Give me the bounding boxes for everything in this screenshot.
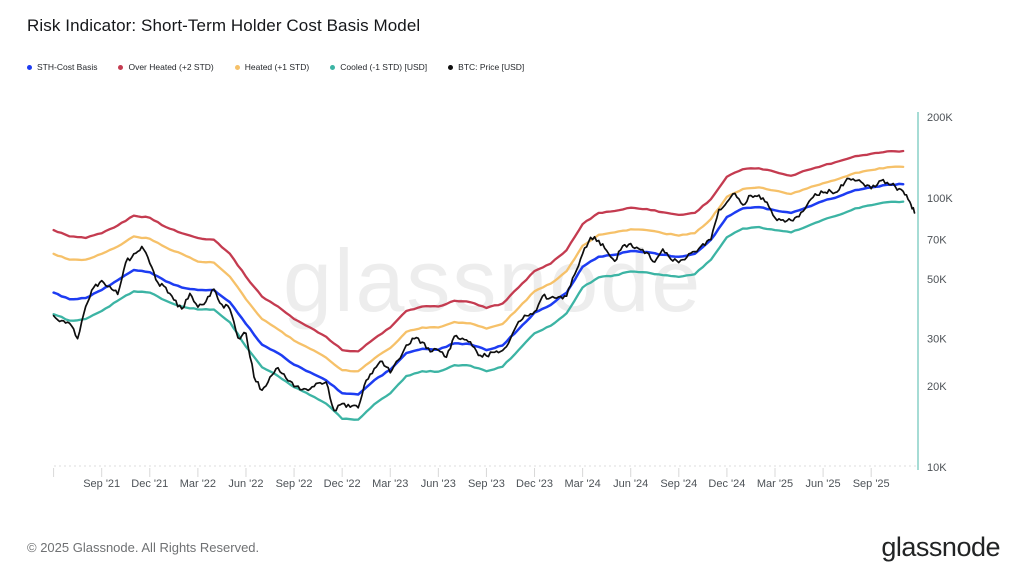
x-axis-label: Sep '21	[83, 478, 120, 490]
x-axis-label: Mar '22	[180, 478, 216, 490]
y-axis-label: 10K	[927, 462, 947, 474]
x-axis-label: Mar '23	[372, 478, 408, 490]
copyright-text: © 2025 Glassnode. All Rights Reserved.	[27, 540, 260, 555]
legend-item-heated[interactable]: Heated (+1 STD)	[234, 62, 310, 72]
legend-dot-icon	[448, 64, 454, 70]
legend-dot-icon	[330, 64, 336, 70]
x-axis-label: Sep '23	[468, 478, 505, 490]
glassnode-logo: glassnode	[881, 532, 1000, 562]
x-axis-label: Mar '24	[564, 478, 600, 490]
series-sth-cost-basis	[52, 182, 905, 396]
legend-dot-icon	[27, 64, 32, 70]
legend-item-label: STH-Cost Basis	[37, 62, 98, 72]
x-axis-label: Dec '22	[324, 478, 361, 490]
x-axis-label: Dec '21	[131, 478, 168, 490]
y-axis-label: 200K	[927, 112, 953, 124]
y-axis-label: 100K	[927, 193, 953, 205]
legend-item-label: Over Heated (+2 STD)	[128, 62, 214, 72]
series-cooled-1-std-usd	[52, 200, 905, 421]
x-axis-label: Mar '25	[757, 478, 793, 490]
y-axis-label: 30K	[927, 334, 947, 346]
x-axis-label: Dec '24	[708, 478, 745, 490]
legend-item-sth-cost-basis[interactable]: STH-Cost Basis	[27, 62, 97, 72]
y-axis-label: 50K	[927, 274, 947, 286]
series-over-heated-2-std	[52, 149, 905, 353]
y-axis-label: 70K	[927, 235, 947, 247]
legend-item-label: Heated (+1 STD)	[244, 62, 310, 72]
x-axis-label: Dec '23	[516, 478, 553, 490]
legend-item-over-heated[interactable]: Over Heated (+2 STD)	[118, 62, 214, 72]
x-axis-label: Jun '22	[228, 478, 263, 490]
y-axis-label: 20K	[927, 381, 947, 393]
x-axis-label: Jun '24	[613, 478, 648, 490]
legend-item-cooled[interactable]: Cooled (-1 STD) [USD]	[330, 62, 427, 72]
legend: STH-Cost Basis Over Heated (+2 STD) Heat…	[27, 62, 524, 72]
x-axis-label: Jun '23	[421, 478, 456, 490]
legend-dot-icon	[234, 64, 240, 70]
legend-dot-icon	[118, 64, 124, 70]
x-axis-label: Sep '22	[276, 478, 313, 490]
chart-title: Risk Indicator: Short-Term Holder Cost B…	[27, 16, 421, 35]
legend-item-label: BTC: Price [USD]	[458, 62, 525, 72]
series-btc-price-usd	[52, 177, 916, 412]
legend-item-btc-price[interactable]: BTC: Price [USD]	[448, 62, 524, 72]
x-axis-label: Sep '24	[660, 478, 697, 490]
legend-item-label: Cooled (-1 STD) [USD]	[340, 62, 428, 72]
x-axis-label: Jun '25	[806, 478, 841, 490]
x-axis-label: Sep '25	[853, 478, 890, 490]
series-heated-1-std	[52, 165, 905, 373]
